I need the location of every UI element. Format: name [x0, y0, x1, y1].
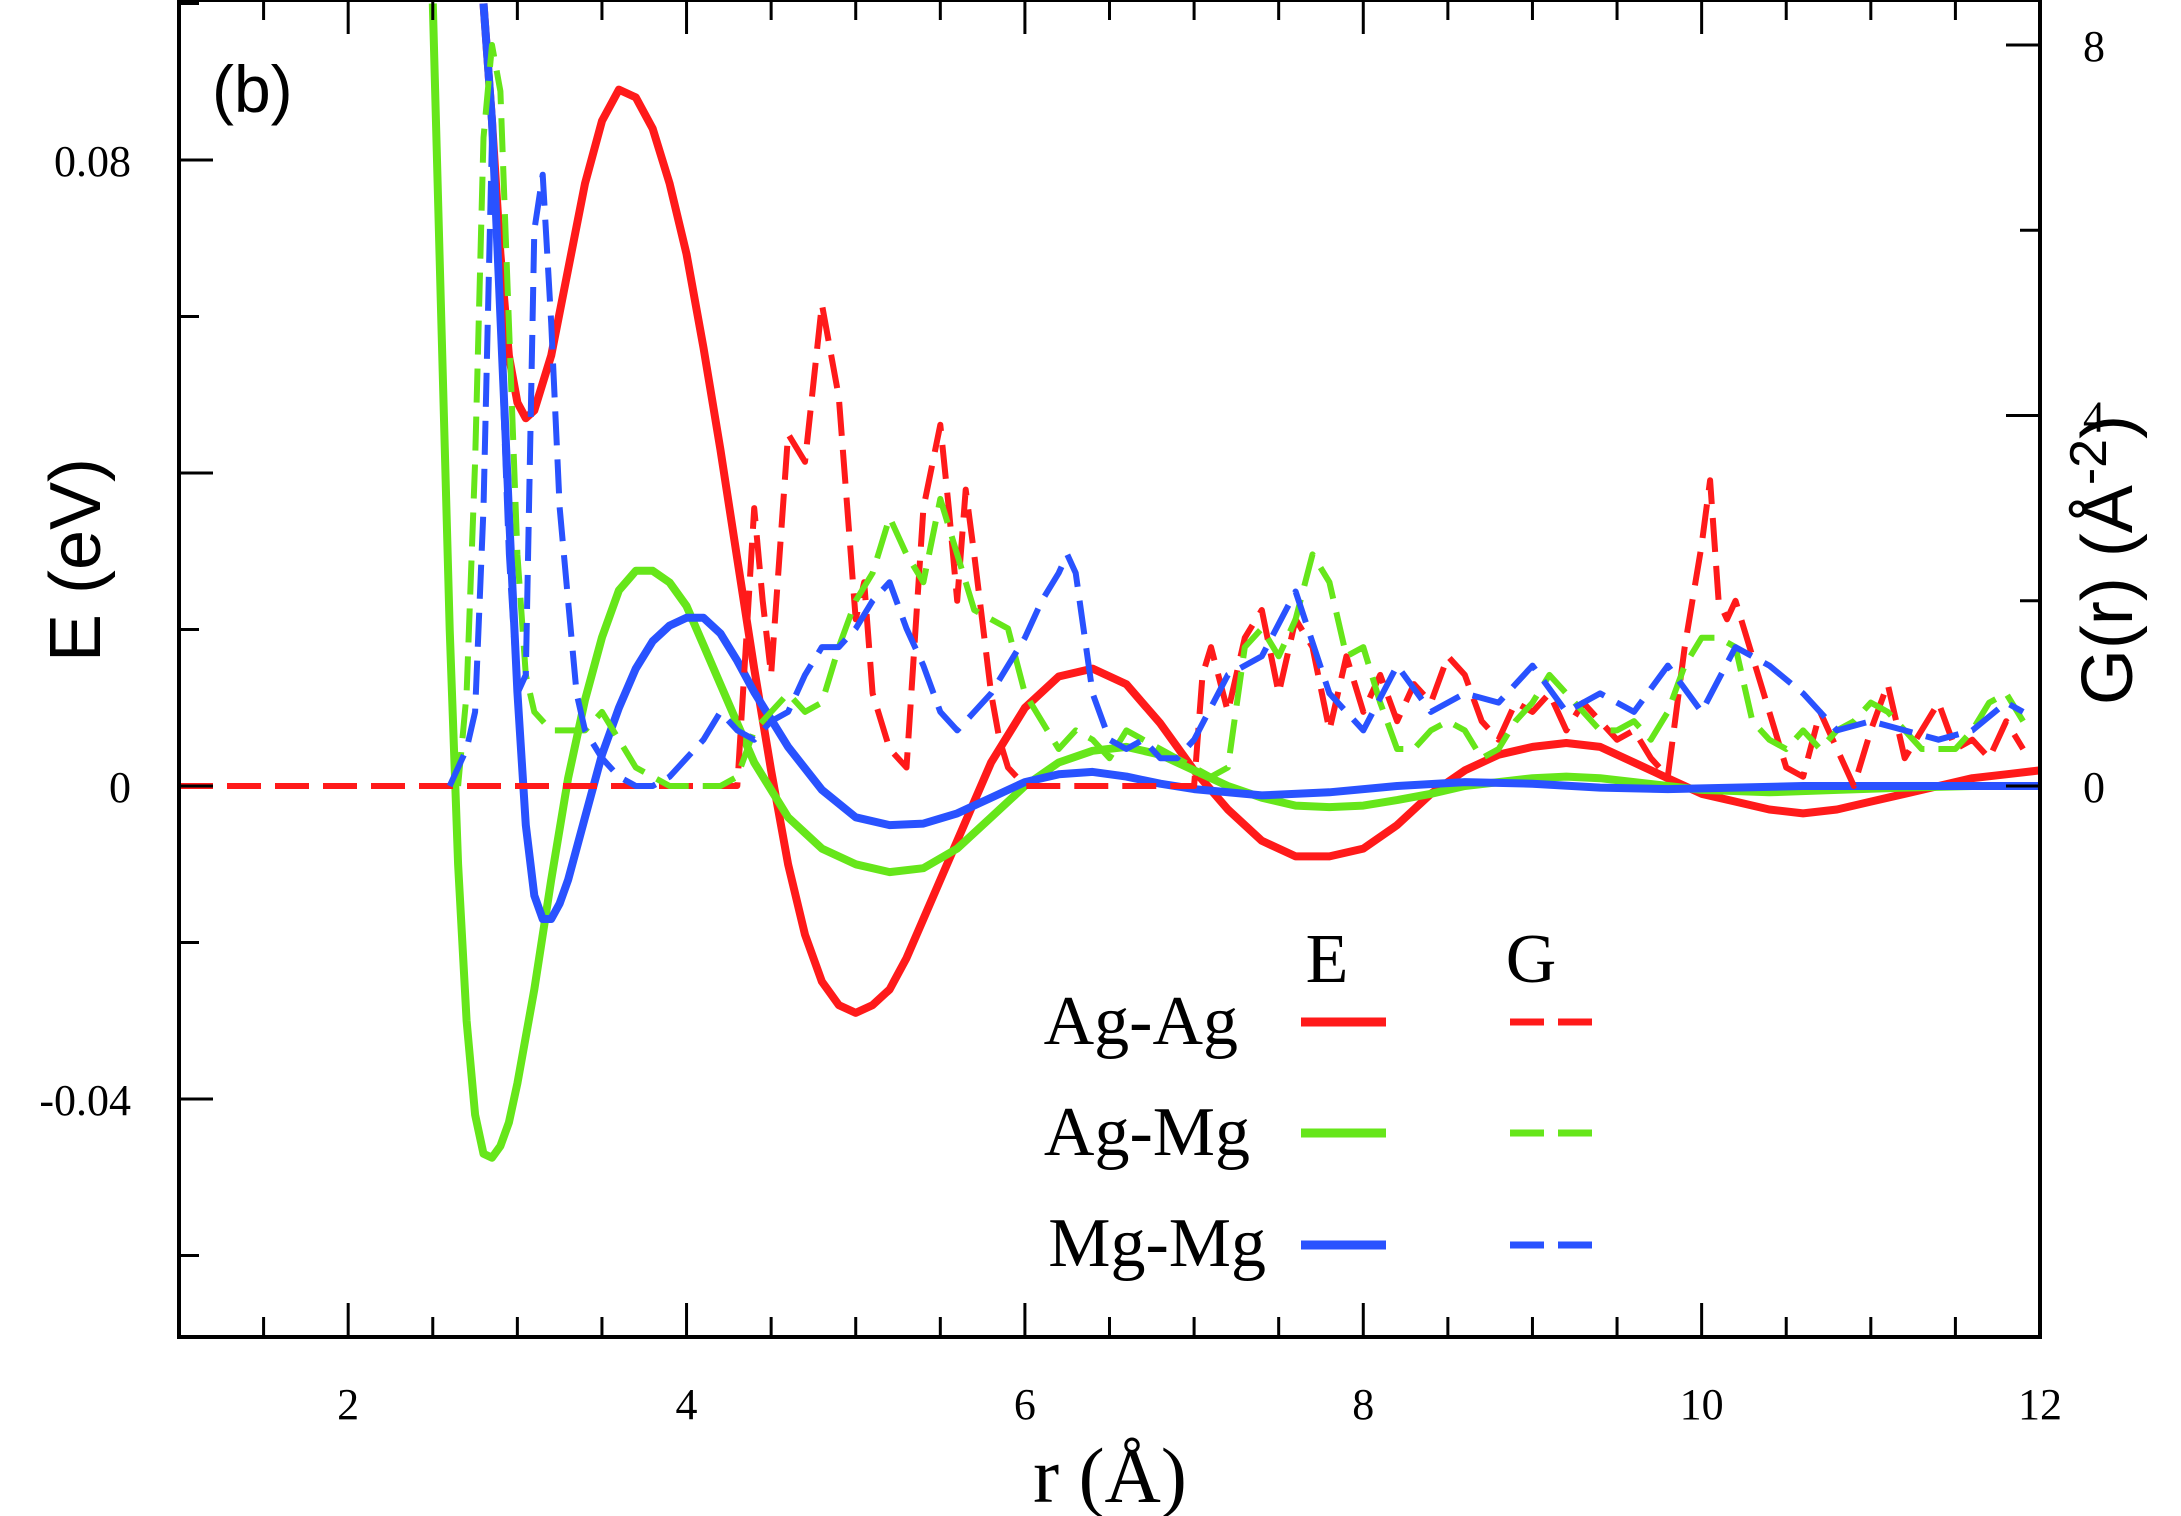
legend-label-mg-mg: Mg-Mg — [1048, 1205, 1266, 1282]
y-left-tick-label: 0 — [109, 763, 131, 812]
y-right-axis-title: G(r) (Å-2) — [2060, 415, 2148, 705]
x-tick-label: 2 — [337, 1380, 359, 1429]
y-right-title-main: G(r) (Å — [2068, 485, 2148, 705]
legend-col-E: E — [1306, 921, 1349, 998]
series-e-mg-mg — [479, 3, 2040, 923]
series-e-ag-ag — [479, 3, 2040, 1017]
panel-label: (b) — [212, 52, 293, 126]
x-tick-label: 10 — [1680, 1380, 1724, 1429]
y-right-title-sup: -2 — [2060, 439, 2118, 485]
legend-label-ag-ag: Ag-Ag — [1044, 983, 1238, 1060]
series-layer — [179, 3, 2040, 1162]
x-tick-label: 4 — [676, 1380, 698, 1429]
x-tick-label: 8 — [1352, 1380, 1374, 1429]
legend-col-G: G — [1506, 921, 1557, 998]
x-tick-label: 12 — [2018, 1380, 2062, 1429]
y-left-tick-label: 0.08 — [54, 137, 131, 186]
y-left-tick-label: -0.04 — [39, 1076, 131, 1125]
y-right-title-close: ) — [2068, 415, 2148, 439]
y-right-tick-label: 4 — [2083, 393, 2105, 442]
legend: E G Ag-Ag Ag-Mg Mg-Mg — [1044, 921, 1594, 1282]
y-right-tick-label: 8 — [2083, 22, 2105, 71]
series-g-mg-mg — [446, 134, 2025, 789]
y-left-axis-title: E (eV) — [36, 458, 116, 662]
x-axis-title: r (Å) — [1033, 1432, 1187, 1516]
y-right-tick-label: 0 — [2083, 763, 2105, 812]
legend-label-ag-mg: Ag-Mg — [1044, 1094, 1250, 1171]
series-g-ag-ag — [179, 301, 2026, 789]
x-tick-label: 6 — [1014, 1380, 1036, 1429]
series-e-ag-mg — [428, 3, 2040, 1162]
series-g-ag-mg — [455, 42, 2026, 789]
ticks-layer: 2 4 6 8 10 12 0.08 0 -0.04 8 4 0 — [39, 0, 2105, 1429]
